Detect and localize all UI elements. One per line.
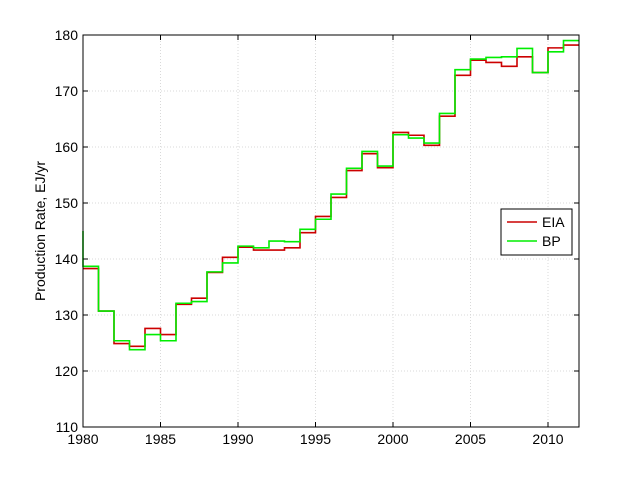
x-tick-label: 2005 <box>455 431 486 447</box>
y-tick-label: 110 <box>56 419 79 435</box>
grid-lines <box>83 35 579 427</box>
y-tick-label: 130 <box>55 307 79 323</box>
x-tick-label: 1980 <box>67 431 98 447</box>
x-tick-label: 2010 <box>532 431 563 447</box>
plot-frame <box>82 34 580 428</box>
axis-ticks: 1980 1985 1990 1995 2000 2005 2010 110 120 130 140… <box>55 27 579 447</box>
legend-label-bp: BP <box>542 233 561 249</box>
x-tick-label: 2000 <box>377 431 408 447</box>
y-tick-label: 140 <box>55 251 79 267</box>
series-layer <box>82 39 579 351</box>
legend-label-eia: EIA <box>542 214 565 230</box>
y-axis-title: Production Rate, EJ/yr <box>32 161 48 301</box>
plot-background <box>83 35 579 427</box>
y-tick-label: 120 <box>55 363 79 379</box>
x-tick-label: 1995 <box>300 431 331 447</box>
x-tick-label: 1985 <box>145 431 176 447</box>
y-tick-label: 180 <box>55 27 79 43</box>
x-tick-label: 1990 <box>222 431 253 447</box>
legend-box <box>500 208 573 256</box>
series-line-bp <box>82 39 579 351</box>
y-tick-label: 160 <box>55 139 79 155</box>
legend: EIA BP <box>500 208 573 256</box>
y-tick-label: 170 <box>55 83 79 99</box>
y-tick-label: 150 <box>55 195 79 211</box>
